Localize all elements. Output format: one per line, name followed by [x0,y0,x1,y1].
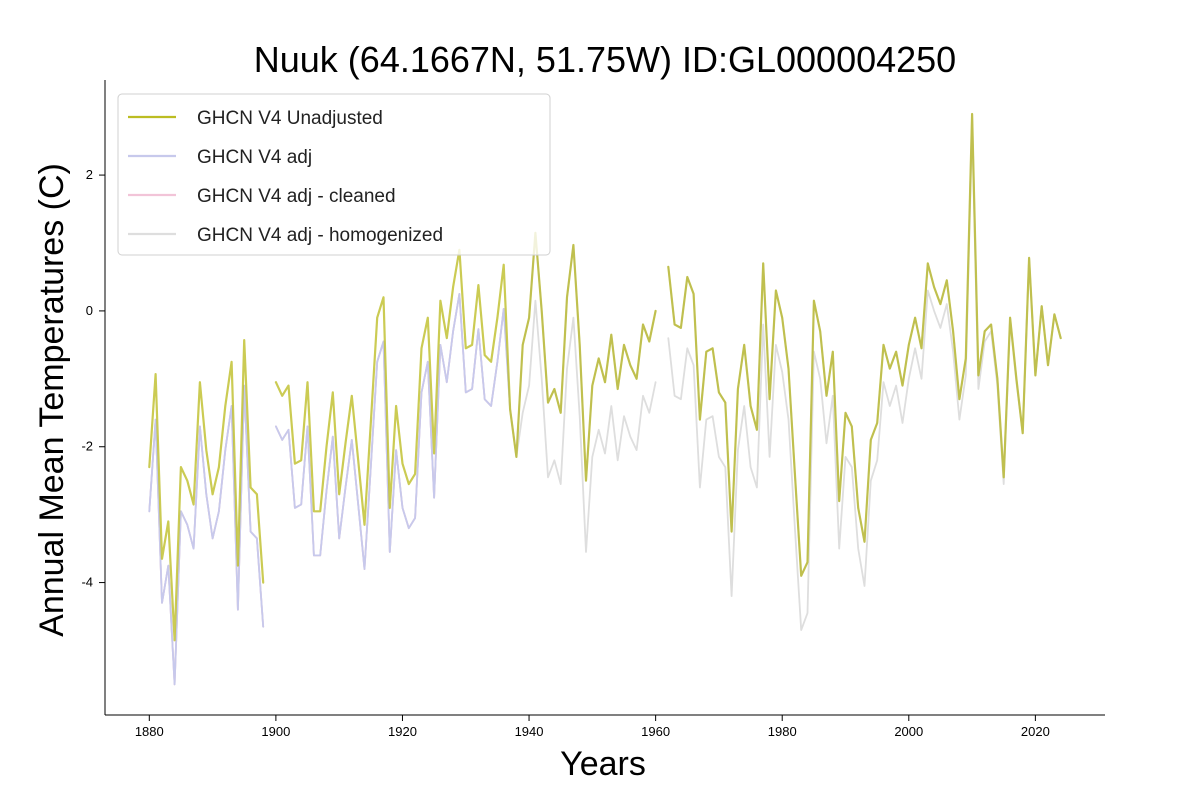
series-line [667,112,1062,577]
x-axis-label: Years [560,745,646,783]
chart-title: Nuuk (64.1667N, 51.75W) ID:GL000004250 [254,39,956,80]
x-tick-label: 2020 [1021,724,1050,739]
series-line [667,126,1062,631]
x-tick-label: 1980 [768,724,797,739]
y-tick-label: -2 [81,439,93,454]
y-tick-label: 2 [86,167,93,182]
axes [104,80,1105,716]
series-1 [148,112,1062,642]
x-tick-label: 1960 [641,724,670,739]
y-ticks: -4 -2 0 2 [81,167,105,590]
x-tick-label: 1920 [388,724,417,739]
legend-frame [117,93,551,256]
x-tick-label: 1940 [515,724,544,739]
x-tick-label: 1880 [135,724,164,739]
y-axis-label: Annual Mean Temperatures (C) [33,163,71,637]
legend: GHCN V4 Unadjusted GHCN V4 adj GHCN V4 adj… [117,93,551,256]
y-tick-label: 0 [86,303,93,318]
x-ticks: 1880 1900 1920 1940 1960 1980 2000 2020 [135,715,1050,739]
x-tick-label: 1900 [261,724,290,739]
legend-entry: GHCN V4 adj - cleaned [197,186,396,207]
series-line [148,339,265,642]
series-line [148,384,265,686]
series-line [274,231,657,526]
legend-entry: GHCN V4 Unadjusted [197,108,383,129]
y-tick-label: -4 [81,575,93,590]
x-tick-label: 2000 [894,724,923,739]
legend-entry: GHCN V4 adj [197,147,312,168]
series-layer [148,112,1062,686]
legend-entry: GHCN V4 adj - homogenized [197,225,443,246]
